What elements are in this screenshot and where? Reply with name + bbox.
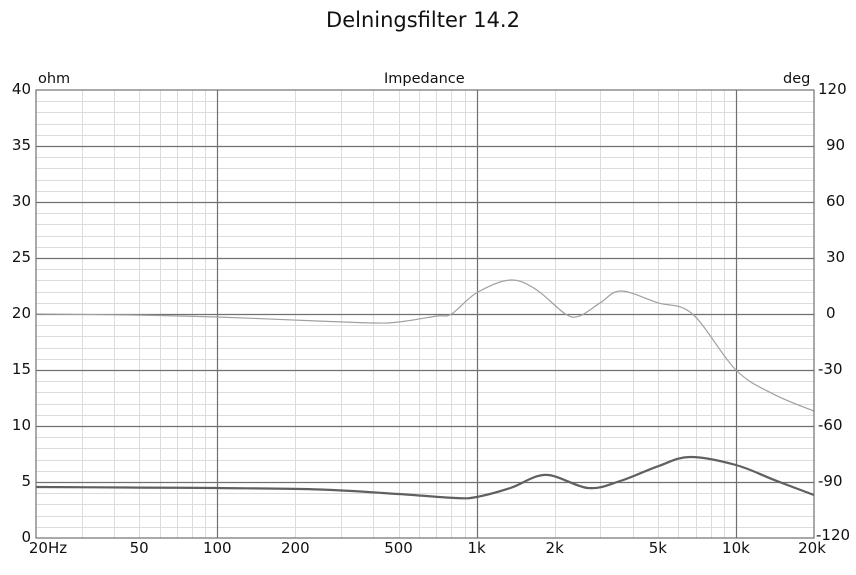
x-tick-label: 200 <box>281 539 310 557</box>
y-tick-label: 25 <box>11 248 31 266</box>
y2-tick-label: 90 <box>826 136 846 154</box>
chart-title: Delningsfilter 14.2 <box>326 8 520 32</box>
y2-tick-label: 30 <box>826 248 846 266</box>
y-tick-label: 0 <box>21 528 31 546</box>
x-tick-label: 1k <box>467 539 486 557</box>
x-tick-label: 10k <box>722 539 750 557</box>
y2-tick-label: -60 <box>818 416 843 434</box>
y-tick-label: 30 <box>11 192 31 210</box>
major-gridlines <box>36 90 814 538</box>
impedance-curve <box>35 455 815 500</box>
x-tick-label: 2k <box>545 539 564 557</box>
y2-tick-label: -30 <box>818 360 843 378</box>
chart-subtitle: Impedance <box>384 71 465 87</box>
x-tick-label: 5k <box>648 539 667 557</box>
x-tick-label: 20k <box>798 539 826 557</box>
right-axis-unit: deg <box>783 71 811 87</box>
y2-tick-label: 0 <box>826 304 836 322</box>
x-tick-label: 20Hz <box>28 539 68 557</box>
y-tick-label: 40 <box>11 80 31 98</box>
x-tick-label: 50 <box>129 539 149 557</box>
y2-tick-label: -90 <box>818 472 843 490</box>
x-tick-label: 100 <box>202 539 232 557</box>
y-tick-label: 20 <box>11 304 31 322</box>
phase-curve <box>35 279 815 412</box>
y-tick-label: 35 <box>11 136 31 154</box>
y-tick-label: 10 <box>11 416 31 434</box>
y2-tick-label: -120 <box>816 526 851 544</box>
y-tick-label: 5 <box>21 472 31 490</box>
left-axis-unit: ohm <box>38 71 71 87</box>
y2-tick-label: 120 <box>818 80 847 98</box>
y2-tick-label: 60 <box>826 192 846 210</box>
x-tick-label: 500 <box>384 539 413 557</box>
y-tick-label: 15 <box>11 360 31 378</box>
plot-border <box>35 89 815 539</box>
